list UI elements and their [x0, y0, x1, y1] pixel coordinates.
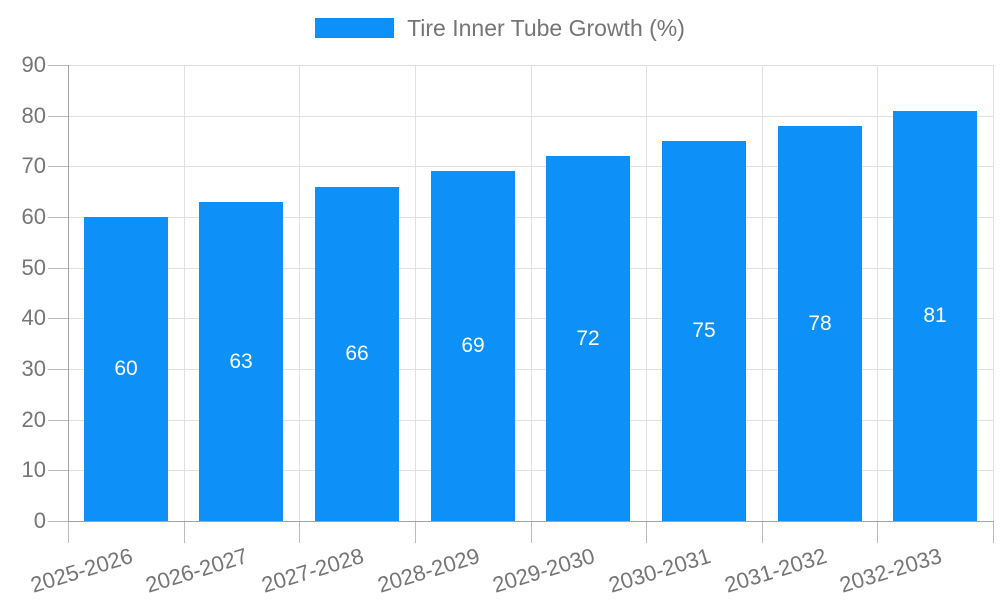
x-axis-tick-label: 2032-2033 — [836, 543, 945, 598]
v-gridline — [877, 65, 878, 521]
h-gridline — [68, 470, 993, 471]
x-axis-tick — [299, 521, 300, 543]
bar[interactable]: 60 — [84, 217, 168, 521]
y-axis-tick-label: 80 — [21, 103, 46, 128]
bar-value-label: 72 — [576, 326, 600, 350]
x-axis-tick-label: 2026-2027 — [142, 543, 251, 598]
bar[interactable]: 72 — [546, 156, 630, 521]
v-gridline — [184, 65, 185, 521]
bar-value-label: 60 — [114, 357, 138, 380]
legend-swatch — [315, 18, 395, 38]
v-gridline — [762, 65, 763, 521]
bar-value-label: 75 — [692, 319, 716, 342]
y-axis-tick-label: 20 — [21, 407, 46, 432]
y-axis-tick — [48, 116, 68, 117]
bar-value-label: 63 — [229, 349, 253, 373]
y-axis-tick-label: 40 — [21, 305, 46, 330]
bar[interactable]: 75 — [662, 141, 746, 521]
y-axis-tick — [48, 65, 68, 66]
x-axis-tick — [877, 521, 878, 543]
x-axis-tick — [415, 521, 416, 543]
y-axis-tick — [48, 268, 68, 269]
bar-value-label: 78 — [808, 311, 832, 335]
y-axis-tick — [48, 217, 68, 218]
bar-value-label: 69 — [461, 334, 485, 357]
bar-value-label: 66 — [345, 342, 369, 365]
x-axis-tick-label: 2029-2030 — [489, 543, 598, 598]
bar-value-label: 81 — [923, 304, 947, 327]
y-axis-tick — [48, 369, 68, 370]
y-axis-tick-label: 0 — [33, 508, 46, 533]
v-gridline — [415, 65, 416, 521]
x-axis-line — [68, 521, 994, 522]
bar[interactable]: 69 — [431, 171, 515, 521]
y-axis-tick — [48, 318, 68, 319]
v-gridline — [531, 65, 532, 521]
legend[interactable]: Tire Inner Tube Growth (%) — [0, 14, 1000, 42]
legend-label: Tire Inner Tube Growth (%) — [407, 14, 685, 41]
bar[interactable]: 63 — [199, 202, 283, 521]
y-axis-tick-label: 50 — [21, 255, 46, 280]
x-axis-tick-label: 2025-2026 — [27, 543, 136, 598]
x-axis-tick-label: 2030-2031 — [605, 543, 714, 598]
y-axis-tick — [48, 166, 68, 167]
v-gridline — [646, 65, 647, 521]
v-gridline — [299, 65, 300, 521]
x-axis-tick — [68, 521, 69, 543]
y-axis-tick-label: 30 — [21, 356, 46, 381]
bar[interactable]: 66 — [315, 187, 399, 521]
h-gridline — [68, 217, 993, 218]
h-gridline — [68, 420, 993, 421]
v-gridline — [993, 65, 994, 521]
x-axis-tick — [184, 521, 185, 543]
x-axis-tick-label: 2028-2029 — [374, 543, 483, 598]
x-axis-tick — [993, 521, 994, 543]
bar[interactable]: 81 — [893, 111, 977, 521]
y-axis-tick — [48, 521, 68, 522]
y-axis-line — [68, 65, 69, 522]
y-axis-tick-label: 10 — [21, 457, 46, 482]
bar[interactable]: 78 — [778, 126, 862, 521]
x-axis-tick — [646, 521, 647, 543]
x-axis-tick-label: 2031-2032 — [721, 543, 830, 598]
x-axis-tick-label: 2027-2028 — [258, 543, 367, 598]
y-axis-tick-label: 70 — [21, 153, 46, 178]
h-gridline — [68, 318, 993, 319]
x-axis-tick — [762, 521, 763, 543]
h-gridline — [68, 369, 993, 370]
y-axis-tick — [48, 420, 68, 421]
y-axis-tick — [48, 470, 68, 471]
h-gridline — [68, 166, 993, 167]
h-gridline — [68, 116, 993, 117]
x-axis-tick — [531, 521, 532, 543]
y-axis-tick-label: 90 — [21, 52, 46, 77]
h-gridline — [68, 65, 993, 66]
y-axis-tick-label: 60 — [21, 204, 46, 229]
h-gridline — [68, 268, 993, 269]
